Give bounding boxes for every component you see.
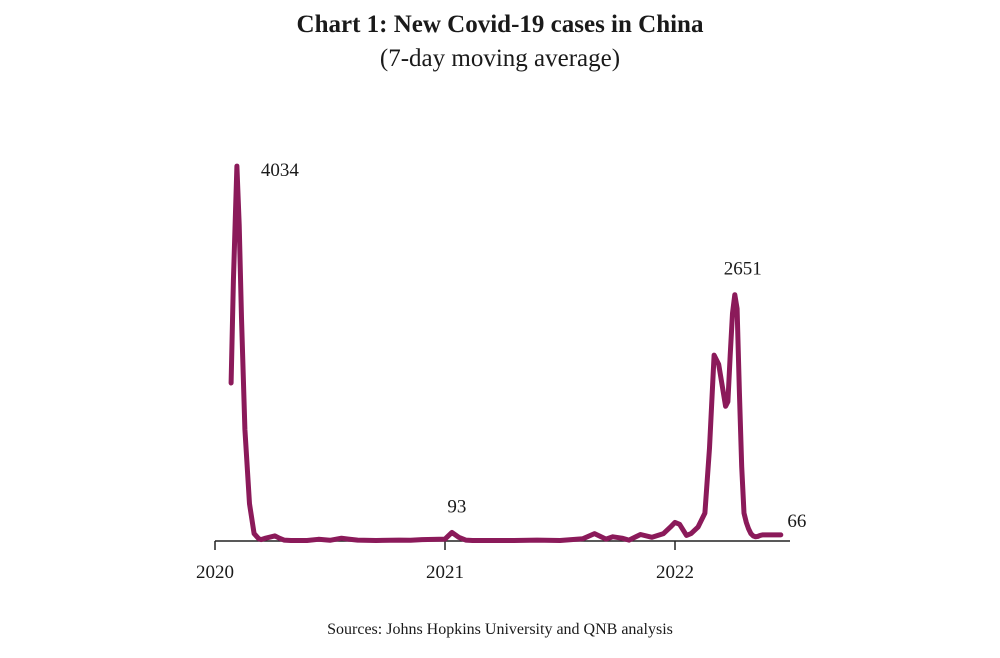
- data-label-66: 66: [787, 511, 806, 532]
- data-label-layer: 4034 93 2651 66: [261, 160, 807, 532]
- x-axis: 2020 2021 2022: [196, 540, 790, 583]
- chart-subtitle: (7-day moving average): [379, 45, 621, 72]
- data-label-4034: 4034: [261, 160, 300, 181]
- chart-source-note: Sources: Johns Hopkins University and QN…: [327, 621, 673, 638]
- data-label-2651: 2651: [724, 259, 762, 280]
- data-label-93: 93: [447, 496, 466, 517]
- series-layer: [228, 163, 784, 543]
- series-line-0: [228, 163, 784, 543]
- x-tick-label-2020: 2020: [196, 562, 234, 583]
- x-tick-label-2021: 2021: [426, 562, 464, 583]
- chart-title: Chart 1: New Covid-19 cases in China: [296, 11, 704, 38]
- x-tick-label-2022: 2022: [656, 562, 694, 583]
